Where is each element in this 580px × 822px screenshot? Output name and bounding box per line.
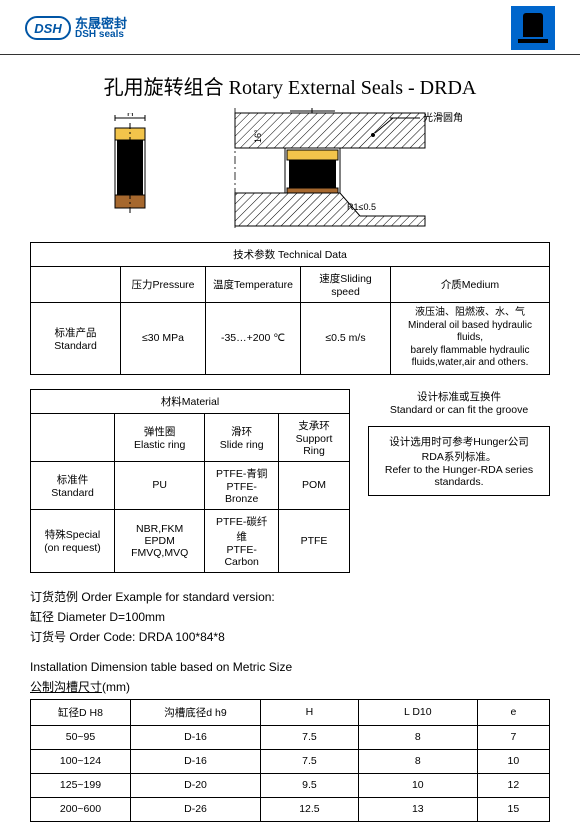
page-header: DSH 东晟密封 DSH seals: [0, 0, 580, 55]
install-sub: 公制沟槽尺寸(mm): [30, 678, 550, 695]
tech-title: 技术参数 Technical Data: [31, 243, 550, 267]
mat-r2-c1: NBR,FKM EPDM FMVQ,MVQ: [115, 509, 205, 572]
row-label: 标准产品Standard: [31, 303, 121, 375]
logo: DSH 东晟密封 DSH seals: [25, 16, 127, 40]
mat-r1-label: 标准件 Standard: [31, 461, 115, 509]
logo-en: DSH seals: [75, 30, 127, 40]
design-body-1: 设计选用时可参考Hunger公司: [375, 434, 543, 449]
mat-h2: 滑环 Slide ring: [205, 413, 279, 461]
dimension-table: 缸径D H8 沟槽底径d h9 H L D10 e 50~95 D-16 7.5…: [30, 699, 550, 822]
dim-h3: L D10: [358, 699, 477, 725]
page-title: 孔用旋转组合 Rotary External Seals - DRDA: [0, 71, 580, 100]
dim-h0: 缸径D H8: [31, 699, 131, 725]
table-row: 100~124 D-16 7.5 8 10: [31, 749, 550, 773]
svg-text:H: H: [127, 113, 134, 118]
mat-r2-c2: PTFE-碳纤维 PTFE-Carbon: [205, 509, 279, 572]
install-unit: (mm): [102, 680, 130, 694]
technical-data-table: 技术参数 Technical Data 压力Pressure 温度Tempera…: [30, 242, 550, 375]
cell-temperature: -35…+200 ℃: [206, 303, 301, 375]
design-standard-box: 设计标准或互换件 Standard or can fit the groove …: [368, 389, 550, 496]
cell-pressure: ≤30 MPa: [121, 303, 206, 375]
install-heading: Installation Dimension table based on Me…: [30, 660, 550, 674]
logo-mark: DSH: [25, 16, 71, 40]
mat-r2-c3: PTFE: [279, 509, 350, 572]
th-pressure: 压力Pressure: [121, 267, 206, 303]
design-body-3: Refer to the Hunger-RDA series standards…: [375, 464, 543, 488]
material-table: 材料Material 弹性圈 Elastic ring 滑环 Slide rin…: [30, 389, 350, 573]
order-example: 订货范例 Order Example for standard version:…: [30, 587, 550, 648]
th-speed: 速度Sliding speed: [301, 267, 391, 303]
cell-speed: ≤0.5 m/s: [301, 303, 391, 375]
order-l2: 缸径 Diameter D=100mm: [30, 607, 550, 627]
mat-h1: 弹性圈 Elastic ring: [115, 413, 205, 461]
logo-cn: 东晟密封: [75, 17, 127, 30]
logo-text: 东晟密封 DSH seals: [75, 17, 127, 40]
dim-h4: e: [477, 699, 549, 725]
th-blank: [31, 267, 121, 303]
diagram-row: H 光滑圆角 16° R1≤0.5: [30, 108, 550, 228]
mat-r1-c3: POM: [279, 461, 350, 509]
th-medium: 介质Medium: [391, 267, 550, 303]
product-icon: [511, 6, 555, 50]
mat-h3: 支承环 Support Ring: [279, 413, 350, 461]
material-design-row: 材料Material 弹性圈 Elastic ring 滑环 Slide rin…: [30, 389, 550, 573]
mat-r1-c1: PU: [115, 461, 205, 509]
mat-r1-c2: PTFE-青铜 PTFE-Bronze: [205, 461, 279, 509]
svg-text:光滑圆角: 光滑圆角: [423, 111, 463, 124]
cell-medium: 液压油、阻燃液、水、气 Minderal oil based hydraulic…: [391, 303, 550, 375]
table-row: 125~199 D-20 9.5 10 12: [31, 773, 550, 797]
content-area: 技术参数 Technical Data 压力Pressure 温度Tempera…: [0, 242, 580, 822]
order-l1: 订货范例 Order Example for standard version:: [30, 587, 550, 607]
mat-r2-label: 特殊Special (on request): [31, 509, 115, 572]
design-title-1: 设计标准或互换件: [368, 389, 550, 404]
design-title-2: Standard or can fit the groove: [368, 404, 550, 416]
th-temperature: 温度Temperature: [206, 267, 301, 303]
table-row: 200~600 D-26 12.5 13 15: [31, 797, 550, 821]
svg-text:16°: 16°: [253, 129, 263, 143]
table-row: 50~95 D-16 7.5 8 7: [31, 725, 550, 749]
install-sub-text: 公制沟槽尺寸: [30, 680, 102, 694]
design-body-2: RDA系列标准。: [375, 449, 543, 464]
order-l3: 订货号 Order Code: DRDA 100*84*8: [30, 627, 550, 647]
groove-diagram: 光滑圆角 16° R1≤0.5: [195, 108, 475, 228]
mat-title: 材料Material: [31, 389, 350, 413]
dim-h2: H: [261, 699, 359, 725]
dim-h1: 沟槽底径d h9: [131, 699, 261, 725]
svg-text:R1≤0.5: R1≤0.5: [347, 202, 376, 212]
seal-profile-icon: H: [105, 113, 165, 223]
